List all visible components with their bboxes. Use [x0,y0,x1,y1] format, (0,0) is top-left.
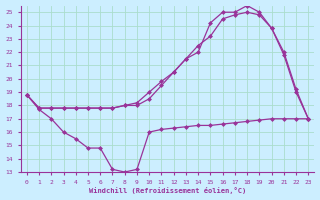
X-axis label: Windchill (Refroidissement éolien,°C): Windchill (Refroidissement éolien,°C) [89,187,246,194]
